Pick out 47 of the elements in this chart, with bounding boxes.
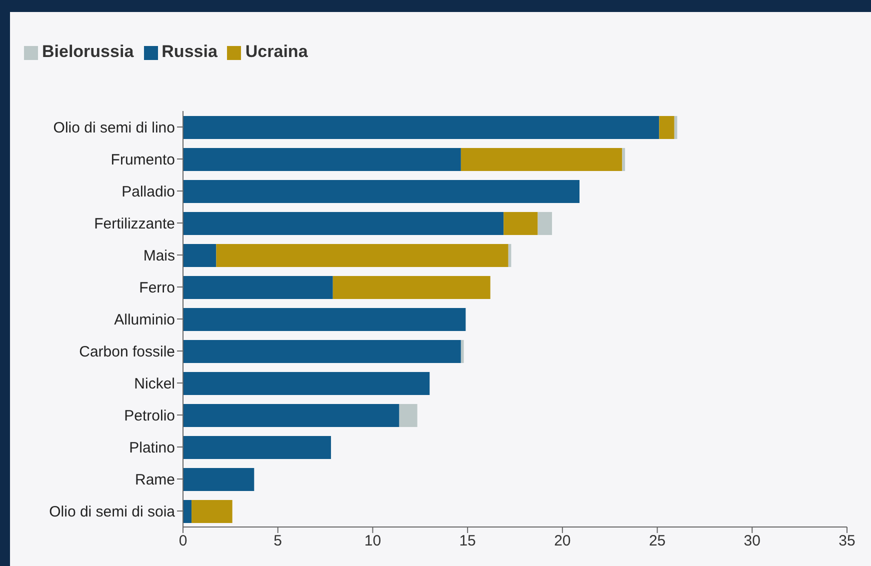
- y-tick-label: Petrolio: [124, 407, 175, 424]
- y-tick-label: Frumento: [110, 151, 175, 168]
- bar: [183, 180, 580, 203]
- bar: [183, 276, 333, 299]
- y-tick-label: Alluminio: [114, 311, 175, 328]
- x-tick-label: 35: [838, 532, 856, 550]
- y-tick-label: Nickel: [134, 375, 175, 392]
- y-tick-label: Ferro: [139, 279, 175, 296]
- x-tick-label: 20: [554, 532, 571, 550]
- bar: [183, 308, 466, 331]
- y-tick-label: Mais: [143, 247, 175, 264]
- bar: [183, 244, 216, 267]
- y-tick-label: Rame: [134, 471, 175, 488]
- y-tick-label: Carbon fossile: [79, 343, 175, 360]
- bar: [183, 436, 331, 459]
- bar: [622, 148, 626, 171]
- bar: [183, 340, 461, 363]
- x-tick-label: 15: [459, 532, 476, 550]
- x-tick-label: 5: [274, 532, 282, 550]
- y-tick-label: Olio di semi di lino: [53, 119, 175, 136]
- bar: [192, 500, 232, 523]
- x-tick-label: 25: [648, 532, 666, 550]
- bar: [504, 212, 538, 235]
- x-tick-label: 30: [744, 532, 760, 550]
- y-tick-label: Fertilizzante: [94, 215, 175, 232]
- y-tick-label: Platino: [129, 439, 175, 456]
- bar: [460, 148, 622, 171]
- legend-label: Bielorussia: [42, 42, 134, 61]
- legend-label: Ucraina: [245, 42, 308, 61]
- bar: [183, 372, 430, 395]
- bar: [183, 404, 400, 427]
- bar: [659, 116, 674, 139]
- x-tick-label: 10: [364, 532, 382, 550]
- bar: [183, 212, 504, 235]
- x-tick-label: 0: [178, 532, 188, 550]
- bar: [399, 404, 418, 427]
- bar: [183, 148, 461, 171]
- bar: [460, 340, 464, 363]
- bar: [183, 468, 254, 491]
- bar: [332, 276, 490, 299]
- y-tick-label: Palladio: [122, 183, 175, 200]
- bar: [183, 116, 660, 139]
- legend-label: Russia: [162, 42, 218, 61]
- y-tick-label: Olio di semi di soia: [49, 503, 176, 520]
- bar: [216, 244, 508, 267]
- bar: [183, 500, 192, 523]
- bar: [538, 212, 552, 235]
